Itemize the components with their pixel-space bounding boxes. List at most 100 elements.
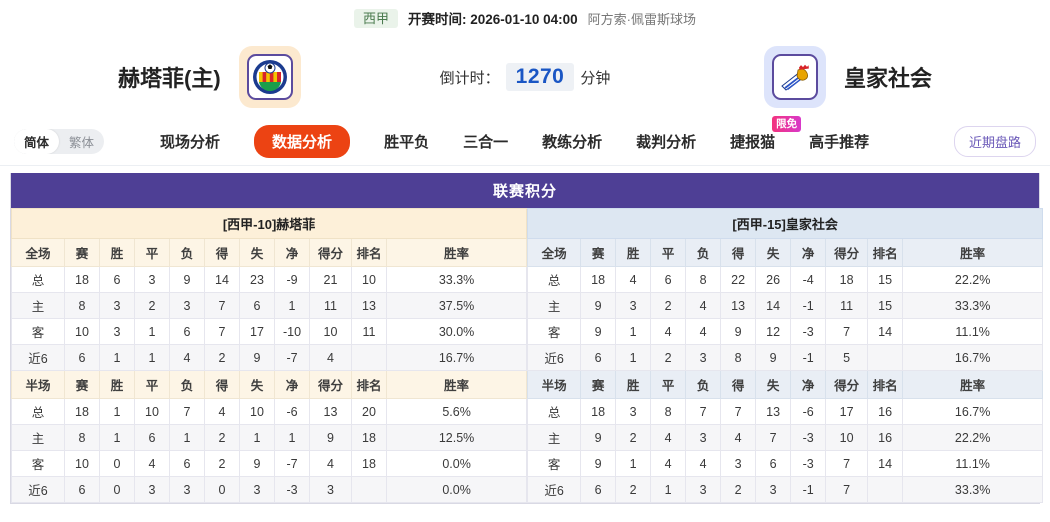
table-row: 客 9 1 4 4 3 6 -3 7 14 11.1% [527, 450, 1044, 477]
cell-平: 10 [134, 398, 170, 425]
tab-jiebao-cat[interactable]: 捷报猫 限免 [730, 116, 802, 152]
lang-traditional[interactable]: 繁体 [69, 136, 95, 150]
tab-coach-analysis[interactable]: 教练分析 [542, 134, 603, 151]
recent-odds-button[interactable]: 近期盘路 [953, 126, 1036, 157]
table-row: 主 8 1 6 1 2 1 1 9 18 12.5% [11, 424, 528, 451]
table-row: 近6 6 1 2 3 8 9 -1 5 16.7% [527, 344, 1044, 371]
cell-净: -3 [790, 424, 827, 451]
cell-赛: 9 [580, 424, 617, 451]
cell-得: 3 [720, 450, 757, 477]
cell-胜: 3 [615, 398, 652, 425]
col-header-9: 排名 [867, 370, 904, 399]
cell-负: 3 [169, 292, 205, 319]
cell-得分: 4 [309, 450, 352, 477]
cell-负: 6 [169, 318, 205, 345]
tab-win-draw-lose[interactable]: 胜平负 [384, 134, 430, 151]
row-label: 总 [11, 266, 65, 293]
table-caption-row: [西甲-10]赫塔菲 [10, 208, 528, 239]
col-header-0: 全场 [11, 238, 65, 267]
cell-净: 1 [274, 424, 310, 451]
cell-负: 3 [685, 476, 722, 503]
cell-赛: 6 [580, 476, 617, 503]
cell-赛: 8 [64, 424, 100, 451]
row-label: 主 [527, 424, 582, 451]
cell-胜率: 5.6% [385, 398, 528, 425]
cell-净: -7 [274, 450, 310, 477]
cell-失: 17 [239, 318, 275, 345]
col-header-4: 负 [169, 370, 205, 399]
home-standings-table: [西甲-10]赫塔菲 全场赛胜平负得失净得分 排名 胜率总 18 6 3 9 14 23 -9 21 1… [10, 208, 528, 503]
table-row: 总 18 4 6 8 22 26 -4 18 15 22.2% [527, 266, 1044, 293]
cell-赛: 18 [580, 398, 617, 425]
cell-赛: 9 [580, 292, 617, 319]
cell-负: 3 [685, 344, 722, 371]
cell-得: 9 [720, 318, 757, 345]
tab-data-analysis[interactable]: 数据分析 [254, 125, 351, 158]
cell-平: 4 [650, 318, 687, 345]
col-header-6: 失 [755, 238, 792, 267]
lang-simplified[interactable]: 简体 [14, 129, 60, 154]
col-header-9: 排名 [867, 238, 904, 267]
cell-得分: 7 [825, 476, 869, 503]
cell-胜: 0 [99, 450, 135, 477]
cell-排名: 20 [351, 398, 387, 425]
tab-live-analysis[interactable]: 现场分析 [160, 134, 221, 151]
cell-失: 26 [755, 266, 792, 293]
cell-胜: 1 [99, 344, 135, 371]
table-row: 客 9 1 4 4 9 12 -3 7 14 11.1% [527, 318, 1044, 345]
cell-排名: 15 [867, 266, 904, 293]
cell-失: 13 [755, 398, 792, 425]
venue-name: 阿方索·佩雷斯球场 [587, 11, 696, 27]
col-header-3: 平 [650, 238, 687, 267]
col-header-3: 平 [134, 370, 170, 399]
cell-得: 7 [204, 292, 240, 319]
tab-referee-analysis[interactable]: 裁判分析 [636, 134, 697, 151]
cell-得: 14 [204, 266, 240, 293]
home-team-block[interactable]: 赫塔菲(主) [118, 46, 301, 108]
table-row: 主 8 3 2 3 7 6 1 11 13 37.5% [11, 292, 528, 319]
cell-胜率: 16.7% [902, 344, 1044, 371]
cell-得分: 10 [309, 318, 352, 345]
cell-排名 [867, 476, 904, 503]
col-header-10: 胜率 [385, 238, 528, 267]
away-team-name: 皇家社会 [843, 66, 932, 91]
cell-平: 1 [134, 344, 170, 371]
cell-得分: 4 [309, 344, 352, 371]
cell-赛: 10 [64, 450, 100, 477]
tab-expert-picks[interactable]: 高手推荐 [809, 134, 870, 151]
language-toggle[interactable]: 简体 繁体 [14, 129, 105, 154]
away-team-block[interactable]: 皇家社会 [763, 46, 932, 108]
cell-失: 12 [755, 318, 792, 345]
row-label: 客 [527, 318, 582, 345]
cell-得: 7 [204, 318, 240, 345]
table-row: 近6 6 0 3 3 0 3 -3 3 0.0% [11, 476, 528, 503]
col-header-5: 得 [204, 370, 240, 399]
cell-胜率: 16.7% [385, 344, 528, 371]
col-header-1: 赛 [580, 370, 617, 399]
cell-排名: 14 [867, 318, 904, 345]
col-header-0: 全场 [527, 238, 582, 267]
cell-净: -10 [274, 318, 310, 345]
cell-得: 4 [720, 424, 757, 451]
cell-排名: 16 [867, 398, 904, 425]
col-header-2: 胜 [99, 370, 135, 399]
row-label: 总 [527, 398, 582, 425]
table-row: 主 9 2 4 3 4 7 -3 10 16 22.2% [527, 424, 1044, 451]
row-label: 主 [11, 292, 65, 319]
cell-胜率: 22.2% [902, 424, 1044, 451]
cell-失: 3 [239, 476, 275, 503]
main-navbar: 简体 繁体 现场分析 数据分析 胜平负 三合一 教练分析 裁判分析 捷报猫 限免… [0, 116, 1050, 166]
col-header-4: 负 [685, 370, 722, 399]
col-header-0: 半场 [11, 370, 65, 399]
tab-three-in-one[interactable]: 三合一 [463, 134, 509, 151]
cell-得: 2 [204, 450, 240, 477]
cell-得分: 18 [825, 266, 869, 293]
cell-失: 9 [239, 450, 275, 477]
cell-净: -6 [274, 398, 310, 425]
cell-得: 2 [204, 344, 240, 371]
row-label: 总 [527, 266, 582, 293]
col-header-6: 失 [239, 370, 275, 399]
countdown-label: 倒计时： [439, 69, 500, 87]
cell-得: 8 [720, 344, 757, 371]
real-sociedad-crest-icon [763, 46, 826, 108]
